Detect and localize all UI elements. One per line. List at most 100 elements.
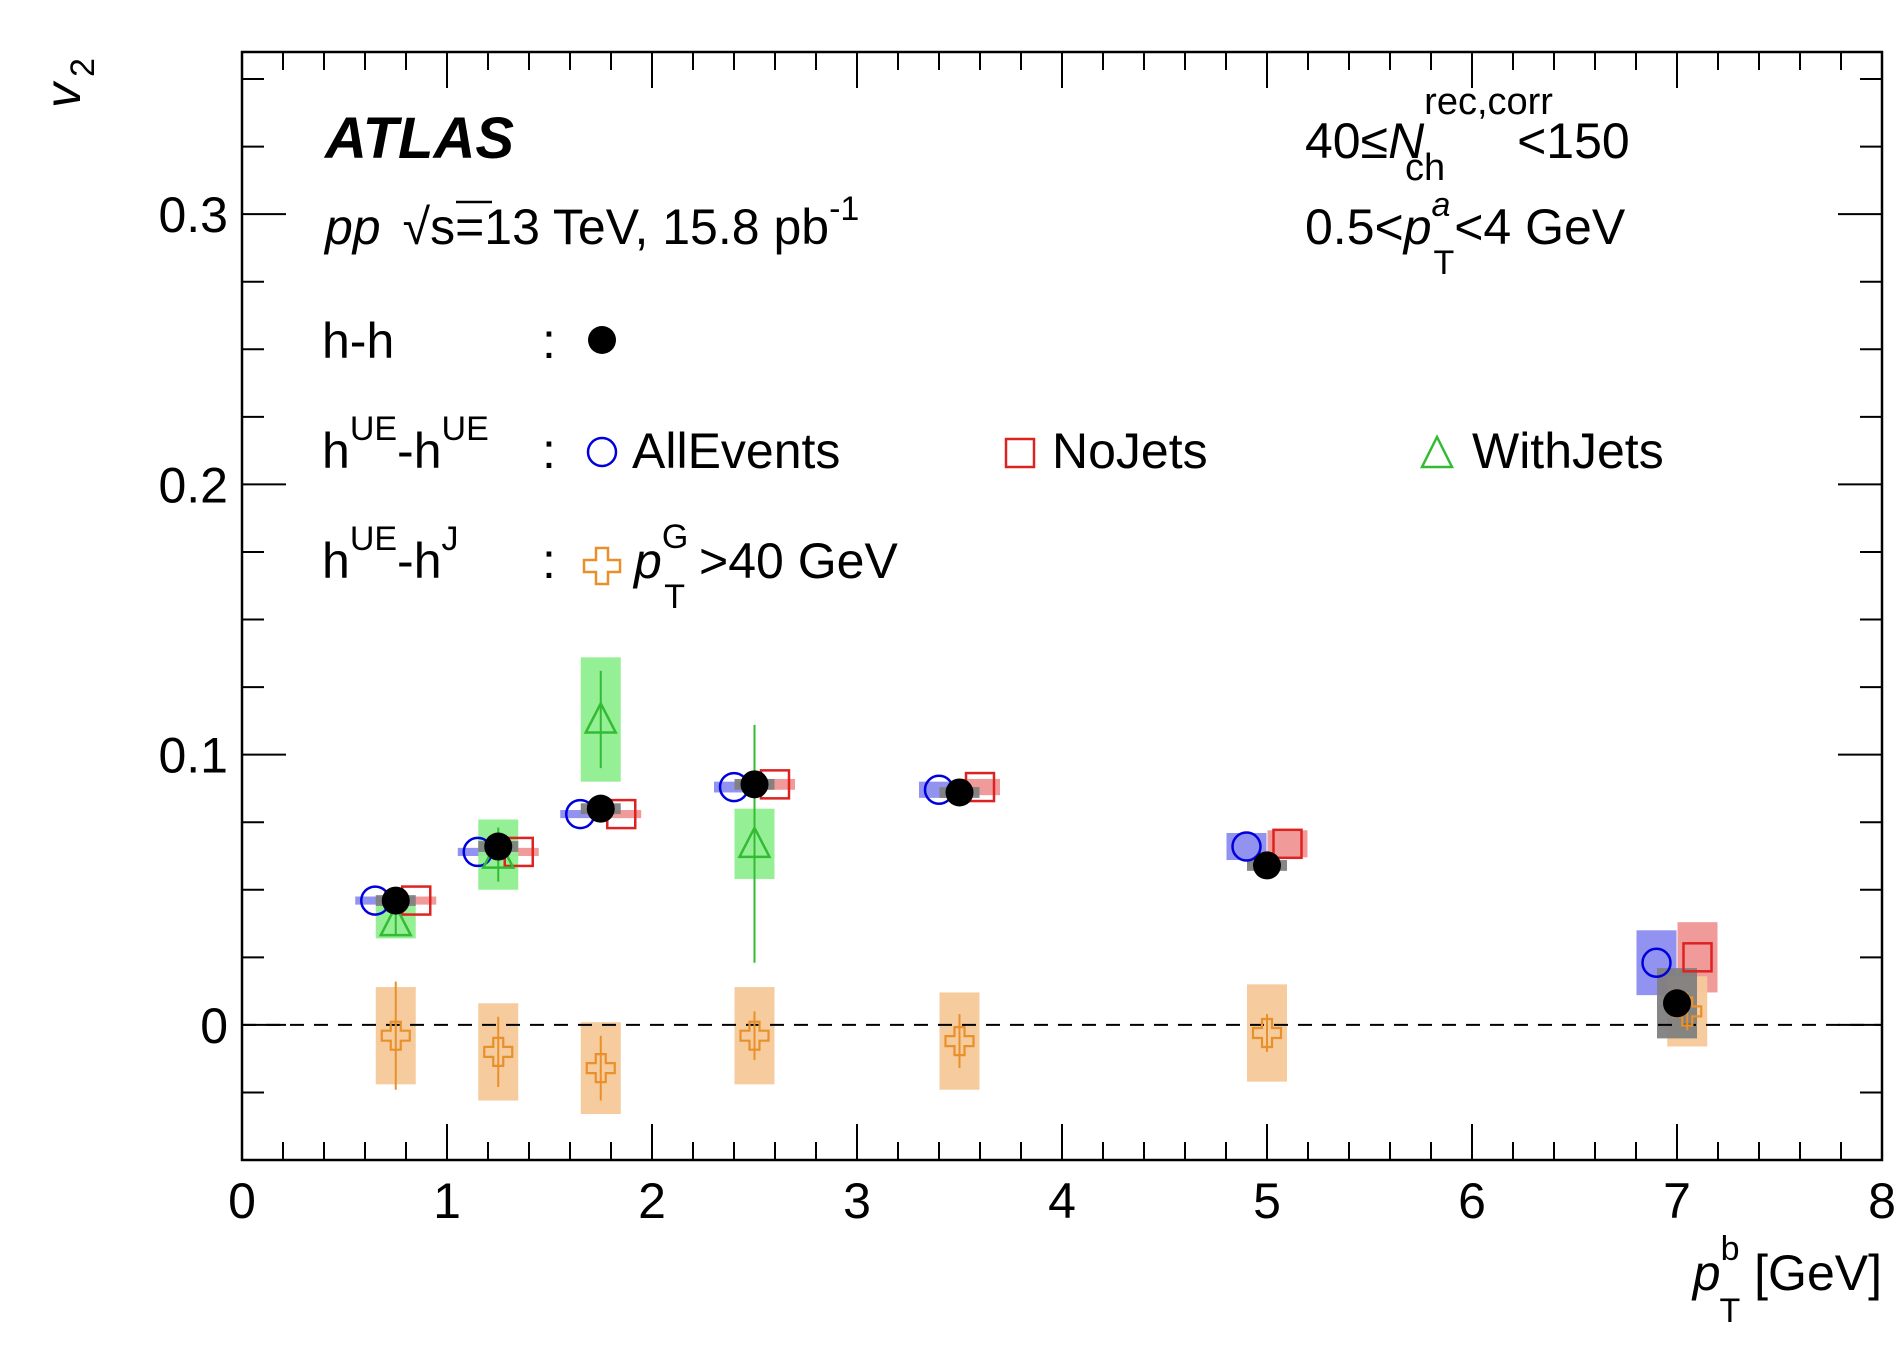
legend-withjets-marker [1419,434,1455,469]
data-point [1641,947,1672,978]
x-tick-label: 7 [1663,1173,1691,1229]
data-point [585,1053,616,1084]
legend-hh-label: h-h [322,313,394,369]
x-tick-label: 4 [1048,1173,1076,1229]
x-axis-label-sub: T [1719,1292,1740,1330]
data-point [737,825,772,859]
selection-pta-var: p [1402,199,1432,255]
legend-uej-b-sup: J [442,520,459,558]
collision-energy: =13 TeV, 15.8 pb [455,199,829,255]
data-point [739,1020,770,1051]
selection-nch-suffix: <150 [1517,113,1630,169]
legend-uej-a-sup: UE [350,520,397,558]
y-tick-label: 0 [200,998,228,1054]
legend-uej-colon: : [542,533,556,589]
data-point [586,794,615,823]
collision-lumi-exp: -1 [829,190,859,228]
y-axis-label-sub: 2 [64,58,102,77]
collision-sqrt-s: √s [403,199,455,255]
experiment-label: ATLAS [323,106,514,171]
selection-pta-sup: a [1432,186,1451,224]
selection-nch-sub: ch [1405,147,1445,189]
x-axis-label-sup: b [1721,1230,1740,1268]
legend-ue-colon: : [542,423,556,479]
legend-allevents-label: AllEvents [632,423,840,479]
collision-label: pp √s=13 TeV, 15.8 pb-1 [323,190,859,255]
y-tick-label: 0.1 [158,728,228,784]
legend-ue-a-sup: UE [350,410,397,448]
legend-ptg-sub: T [664,578,685,616]
data-point [1253,851,1281,880]
selection-pta-suffix: <4 GeV [1454,199,1626,255]
legend-ptg-sup: G [662,518,688,556]
data-point [740,770,769,799]
syst-box [755,778,795,790]
y-axis-label-var: v [35,80,91,108]
data-point [380,1020,411,1051]
legend-uej-label: hUE-hJ [322,520,459,589]
legend-uej-a: h [322,533,350,589]
legend: h-h : hUE-hUE : AllEvents NoJets WithJet… [322,313,1664,616]
y-tick-label: 0.2 [158,457,228,513]
legend-ptg-var: p [632,533,662,589]
legend-allevents-marker [586,436,618,468]
selection-pta-label: 0.5<pa T<4 GeV [1305,186,1626,282]
selection-nch-sup: rec,corr [1424,81,1553,123]
data-point [484,832,513,861]
legend-ue-b-sup: UE [442,410,489,448]
x-tick-label: 6 [1458,1173,1486,1229]
data-point [583,700,618,734]
legend-hh-colon: : [542,313,556,369]
syst-box [498,847,539,856]
x-tick-label: 0 [228,1173,256,1229]
selection-pta-sub: T [1433,244,1454,282]
legend-ptg-suffix: >40 GeV [699,533,898,589]
x-tick-label: 3 [843,1173,871,1229]
x-axis-label: pb T [GeV] [1691,1230,1882,1330]
legend-ue-b: -h [397,423,441,479]
syst-box [601,810,642,819]
x-tick-label: 5 [1253,1173,1281,1229]
legend-ue-label: hUE-hUE [322,410,489,479]
x-axis-label-var: p [1691,1245,1721,1301]
legend-ptg-marker [582,546,622,586]
data-point [1663,989,1691,1018]
legend-hh-marker [588,326,616,354]
selection-pta-prefix: 0.5< [1305,199,1404,255]
legend-ptg-label: pG T >40 GeV [632,518,898,616]
syst-box [714,781,754,793]
y-tick-label: 0.3 [158,187,228,243]
data-point [1231,831,1262,862]
data-point [944,1025,975,1057]
syst-box [355,896,396,905]
tick-labels: 0 1 2 3 4 5 6 7 8 0 0.1 0.2 0.3 [158,187,1895,1229]
syst-box [396,896,437,905]
data-markers [360,700,1713,1084]
syst-box [457,847,498,856]
data-point [1682,942,1713,973]
x-tick-label: 8 [1868,1173,1896,1229]
x-tick-label: 2 [638,1173,666,1229]
data-point [378,903,413,937]
data-point [1272,828,1303,860]
selection-nch-prefix: 40≤ [1305,113,1388,169]
y-axis-label: v2 [35,58,102,108]
legend-ue-a: h [322,423,350,479]
legend-nojets-marker [1004,437,1036,469]
data-point [381,886,410,915]
data-point [1251,1017,1283,1049]
axis-ticks [241,52,1883,1161]
collision-system: pp [323,199,381,255]
x-tick-label: 1 [433,1173,461,1229]
legend-withjets-label: WithJets [1472,423,1664,479]
data-point [945,778,974,807]
syst-box [560,810,601,819]
data-point [483,1036,514,1067]
selection-nch-label: 40≤Nrec,corr ch <150 [1305,81,1630,189]
legend-uej-b: -h [397,533,441,589]
legend-nojets-label: NoJets [1052,423,1208,479]
selection-nch-var: N [1388,113,1425,169]
x-axis-label-unit: [GeV] [1740,1245,1882,1301]
